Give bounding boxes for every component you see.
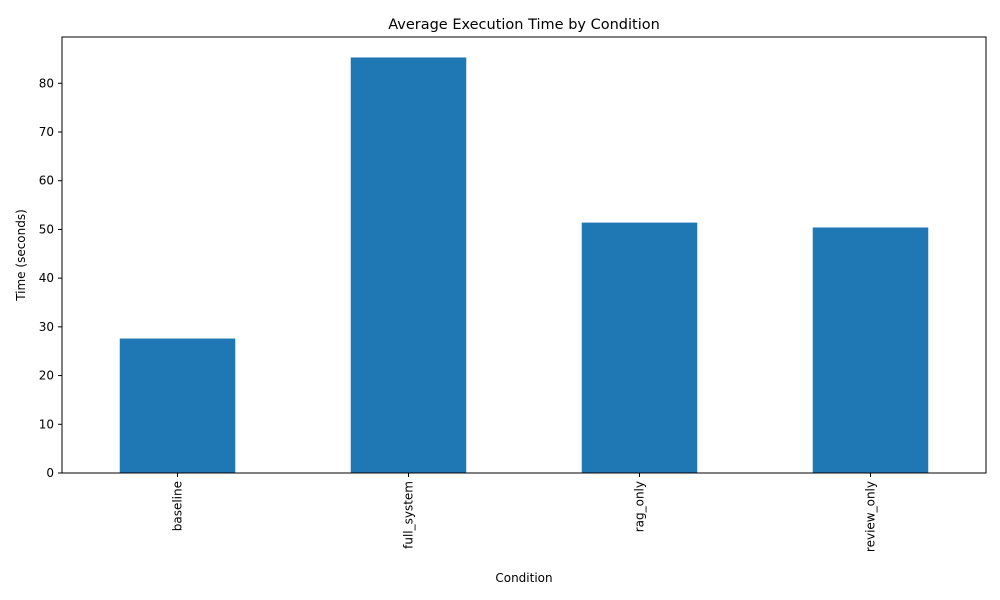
plot-frame xyxy=(61,36,987,474)
x-tick-label: rag_only xyxy=(633,481,647,532)
y-tick-label: 30 xyxy=(39,320,54,334)
y-tick-label: 20 xyxy=(39,369,54,383)
y-tick-label: 60 xyxy=(39,174,54,188)
y-tick-label: 50 xyxy=(39,222,54,236)
bar-rag-only xyxy=(581,222,698,473)
y-axis-label: Time (seconds) xyxy=(14,209,28,302)
x-axis-label: Condition xyxy=(495,571,552,585)
x-tick-label: review_only xyxy=(864,481,878,552)
bars-group xyxy=(119,57,929,474)
bar-full-system xyxy=(350,57,467,474)
chart-title: Average Execution Time by Condition xyxy=(388,17,660,33)
y-tick-label: 80 xyxy=(39,76,54,90)
y-tick-label: 0 xyxy=(46,466,54,480)
y-axis-ticks: 0 10 20 30 40 50 60 70 80 xyxy=(39,76,62,480)
y-tick-label: 10 xyxy=(39,417,54,431)
bar-review-only xyxy=(812,227,929,473)
y-tick-label: 70 xyxy=(39,125,54,139)
y-tick-label: 40 xyxy=(39,271,54,285)
x-axis-ticks: baseline full_system rag_only review_only xyxy=(171,473,878,552)
x-tick-label: baseline xyxy=(171,481,185,531)
x-tick-label: full_system xyxy=(402,481,416,549)
bar-baseline xyxy=(119,338,236,473)
